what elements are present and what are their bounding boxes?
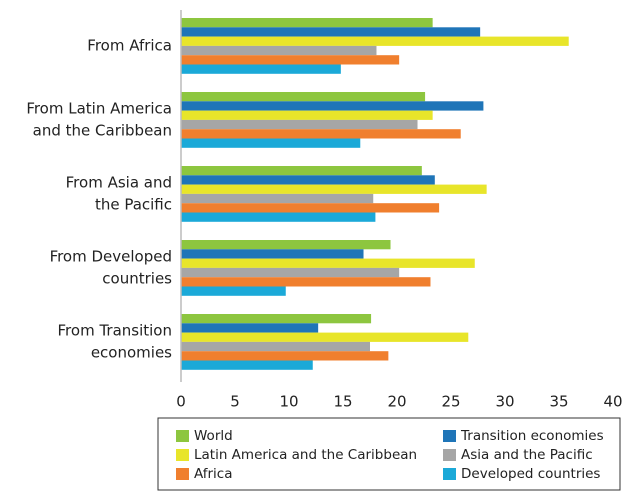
bar (181, 360, 313, 370)
legend-label: Asia and the Pacific (461, 447, 593, 463)
bar (181, 36, 569, 46)
legend-swatch (443, 449, 456, 461)
bar (181, 138, 361, 148)
x-tick-label: 40 (603, 393, 622, 411)
x-tick-label: 0 (176, 393, 186, 411)
bar (181, 314, 372, 324)
bar (181, 351, 389, 361)
legend-swatch (443, 430, 456, 442)
y-tick-label: countries (102, 269, 172, 287)
bar (181, 323, 319, 333)
x-tick-label: 10 (279, 393, 298, 411)
x-tick-label: 5 (230, 393, 240, 411)
bar (181, 110, 433, 120)
bar (181, 341, 370, 352)
bar (181, 18, 433, 28)
x-tick-label: 30 (495, 393, 514, 411)
bar (181, 267, 400, 278)
bar (181, 166, 422, 176)
y-tick-label: From Latin America (26, 99, 172, 117)
bar (181, 101, 484, 111)
y-tick-label: From Developed (50, 247, 172, 265)
bar (181, 240, 391, 250)
bar (181, 175, 435, 185)
y-tick-label: From Transition (58, 321, 172, 339)
bar (181, 92, 426, 102)
bar (181, 55, 400, 65)
bar (181, 27, 481, 37)
y-tick-label: economies (91, 343, 172, 361)
bar (181, 193, 374, 204)
bar (181, 332, 469, 342)
legend-swatch (176, 468, 189, 480)
y-tick-label: the Pacific (95, 195, 172, 213)
x-tick-label: 15 (333, 393, 352, 411)
legend-label: Latin America and the Caribbean (194, 447, 417, 463)
y-tick-label: From Africa (87, 36, 172, 54)
bar (181, 277, 431, 287)
x-tick-label: 20 (387, 393, 406, 411)
bar (181, 119, 418, 130)
bar (181, 203, 440, 213)
legend-label: Developed countries (461, 466, 600, 482)
bar (181, 184, 487, 194)
bar (181, 286, 286, 296)
y-tick-label: From Asia and (66, 173, 172, 191)
legend-label: World (194, 428, 233, 444)
bar (181, 258, 475, 268)
legend-swatch (176, 430, 189, 442)
bar (181, 249, 364, 259)
bar (181, 129, 461, 139)
bar (181, 45, 377, 56)
legend-label: Transition economies (460, 428, 604, 444)
x-tick-label: 35 (549, 393, 568, 411)
legend-swatch (443, 468, 456, 480)
bar (181, 212, 376, 222)
legend-label: Africa (194, 466, 233, 482)
x-tick-label: 25 (441, 393, 460, 411)
legend-swatch (176, 449, 189, 461)
legend-box (157, 417, 621, 491)
y-tick-label: and the Caribbean (33, 121, 172, 139)
bar (181, 64, 341, 74)
